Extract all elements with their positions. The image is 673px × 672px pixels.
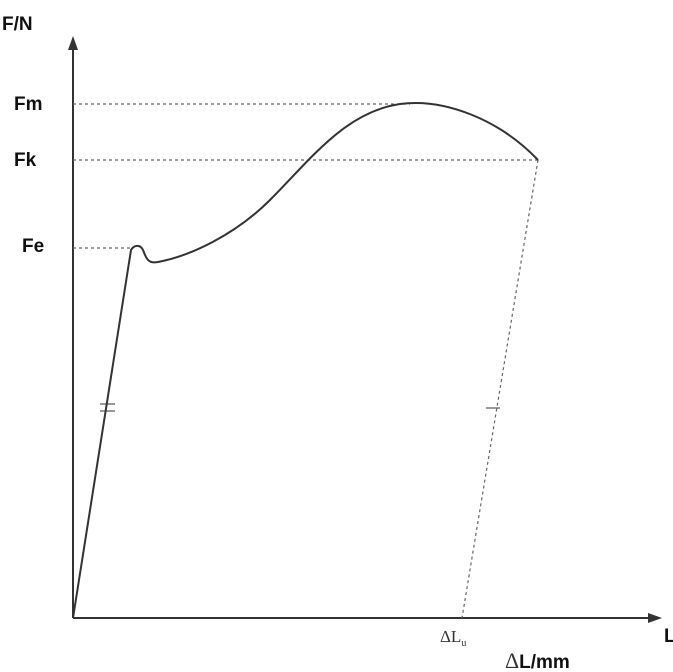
x-axis-arrow [648,613,662,623]
x-marker-label: ΔLu [440,627,466,649]
unloading-line [461,159,539,619]
x-axis-unit-label: L/mm [519,652,570,672]
y-axis-arrow [68,36,78,50]
force-elongation-curve [72,102,539,619]
x-axis-end-label: L [664,626,673,647]
x-axis-delta: Δ [505,648,519,672]
x-axis-title: ΔL/mm [505,648,570,672]
x-marker-symbol: ΔL [440,627,461,646]
fe-label: Fe [22,236,44,257]
x-marker-subscript: u [461,638,466,649]
fm-label: Fm [14,94,43,115]
y-axis-label: F/N [2,14,33,35]
fk-label: Fk [14,150,37,171]
